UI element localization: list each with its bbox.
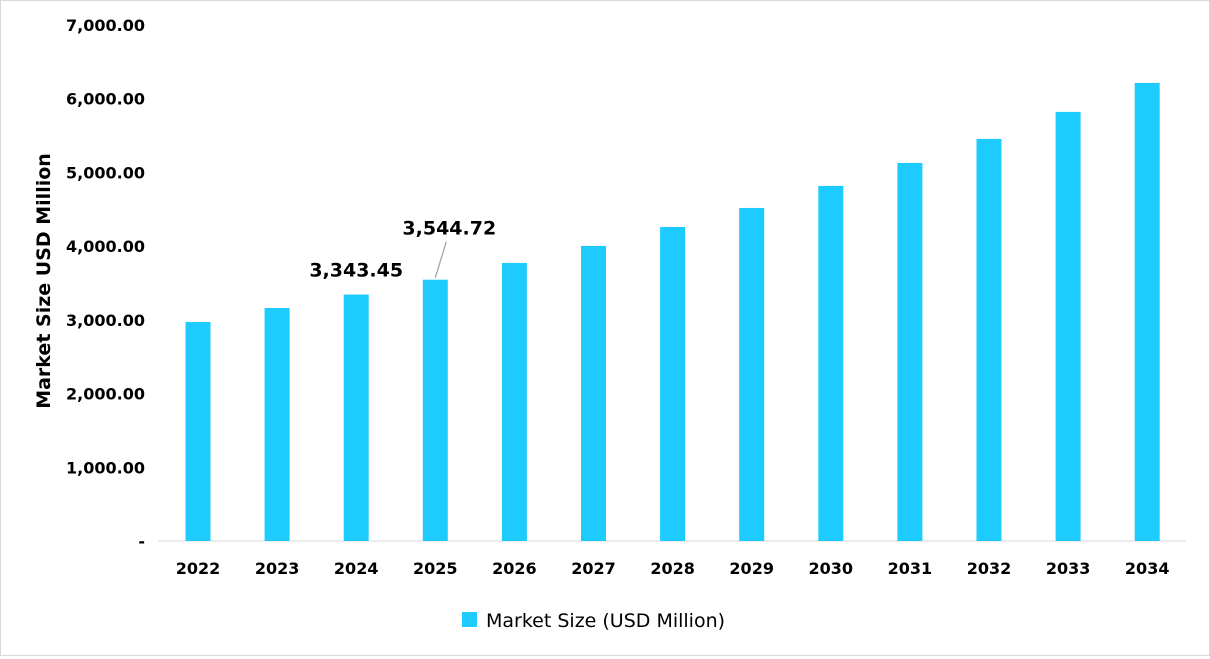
y-tick-label: 5,000.00 <box>66 163 145 182</box>
x-tick-label: 2033 <box>1046 559 1091 578</box>
bar-2028 <box>660 226 686 541</box>
y-axis-label: Market Size USD Million <box>33 153 55 409</box>
x-tick-label: 2023 <box>255 559 300 578</box>
y-tick-label: 7,000.00 <box>66 16 145 35</box>
x-tick-label: 2025 <box>413 559 458 578</box>
data-label: 3,343.45 <box>309 260 403 282</box>
legend: Market Size (USD Million) <box>462 610 725 632</box>
x-tick-label: 2027 <box>571 559 616 578</box>
bar-2031 <box>897 162 923 541</box>
x-tick-label: 2024 <box>334 559 379 578</box>
x-tick-label: 2029 <box>729 559 774 578</box>
legend-swatch <box>462 612 477 627</box>
y-tick-label: 6,000.00 <box>66 90 145 109</box>
leader-line <box>434 241 447 278</box>
y-tick-label: - <box>138 532 145 551</box>
y-tick-label: 4,000.00 <box>66 237 145 256</box>
bar-2022 <box>185 321 211 541</box>
legend-label: Market Size (USD Million) <box>486 610 725 632</box>
x-tick-label: 2032 <box>967 559 1012 578</box>
bar-2032 <box>976 138 1002 542</box>
y-tick-label: 3,000.00 <box>66 311 145 330</box>
bar-2033 <box>1055 111 1081 541</box>
bar-2034 <box>1134 82 1160 542</box>
bar-2025 <box>422 279 448 541</box>
bar-2023 <box>264 307 290 541</box>
x-tick-label: 2028 <box>650 559 695 578</box>
x-tick-label: 2031 <box>888 559 933 578</box>
bar-2030 <box>818 185 844 542</box>
x-tick-label: 2022 <box>176 559 221 578</box>
bar-2027 <box>581 245 606 542</box>
bar-2029 <box>739 207 765 541</box>
x-tick-label: 2030 <box>809 559 854 578</box>
y-tick-label: 2,000.00 <box>66 385 145 404</box>
data-label: 3,544.72 <box>402 218 496 240</box>
x-tick-label: 2026 <box>492 559 537 578</box>
bar-2024 <box>343 294 369 541</box>
bar-2026 <box>501 262 527 541</box>
y-tick-label: 1,000.00 <box>66 458 145 477</box>
x-tick-label: 2034 <box>1125 559 1170 578</box>
